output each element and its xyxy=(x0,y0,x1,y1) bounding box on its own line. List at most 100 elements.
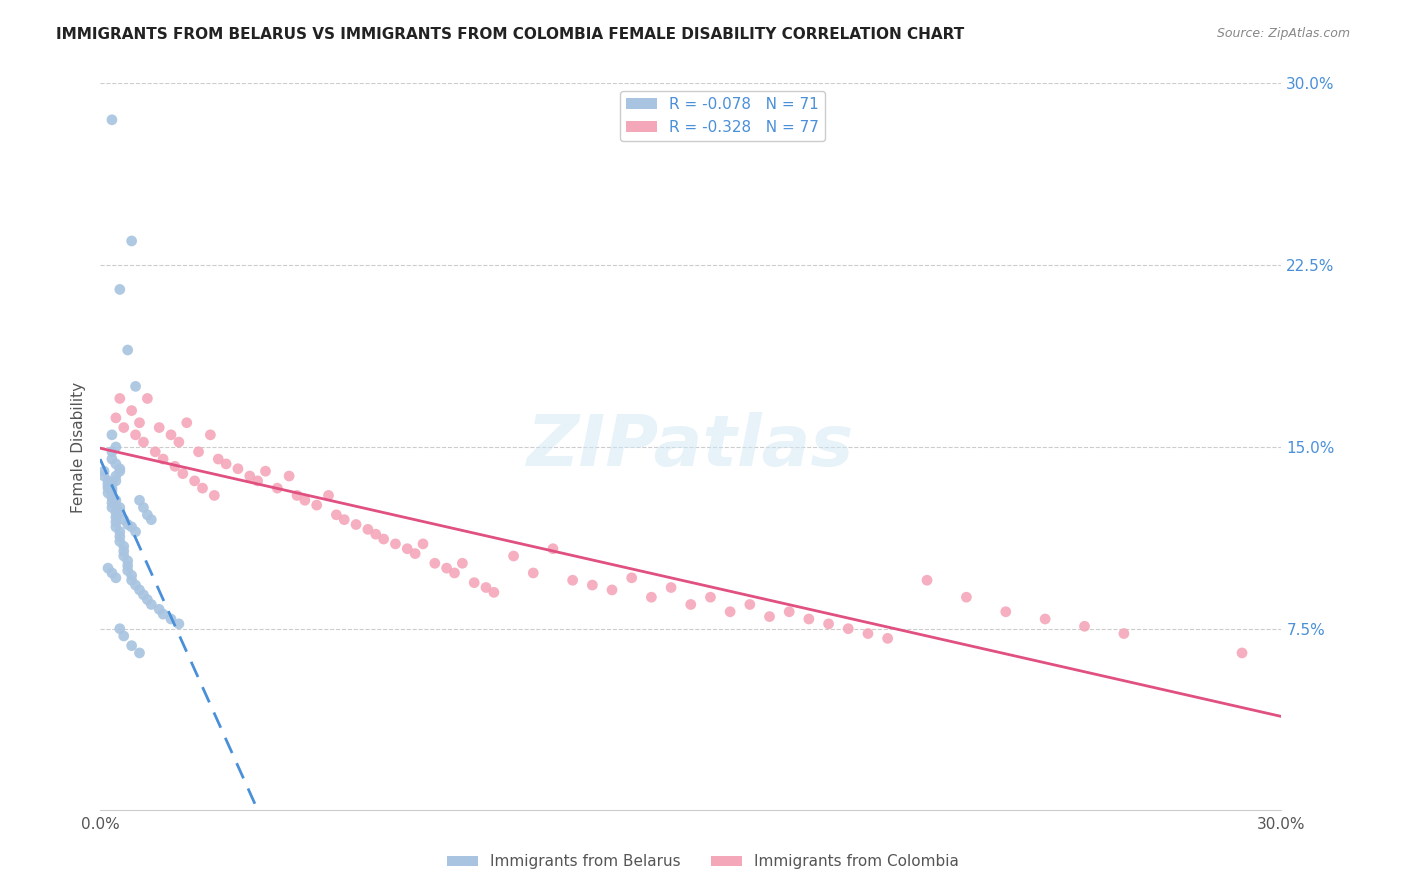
Point xyxy=(121,639,143,653)
Point xyxy=(254,464,277,478)
Point xyxy=(620,571,643,585)
Point xyxy=(226,462,249,476)
Point xyxy=(117,517,139,532)
Point xyxy=(121,568,143,582)
Point xyxy=(128,646,150,660)
Point xyxy=(108,505,131,519)
Legend: R = -0.078   N = 71, R = -0.328   N = 77: R = -0.078 N = 71, R = -0.328 N = 77 xyxy=(620,91,825,141)
Point xyxy=(101,444,124,458)
Point xyxy=(132,500,155,515)
Point xyxy=(738,598,761,612)
Point xyxy=(187,444,209,458)
Point xyxy=(104,474,127,488)
Point xyxy=(97,476,120,491)
Point xyxy=(463,575,485,590)
Point xyxy=(344,517,367,532)
Point xyxy=(1073,619,1095,633)
Point xyxy=(101,112,124,127)
Point xyxy=(112,539,135,553)
Point xyxy=(97,561,120,575)
Point xyxy=(152,607,174,622)
Point xyxy=(994,605,1017,619)
Point xyxy=(136,508,159,522)
Point xyxy=(561,573,583,587)
Point xyxy=(207,452,229,467)
Point xyxy=(108,282,131,296)
Point xyxy=(955,591,977,605)
Point xyxy=(104,498,127,512)
Point xyxy=(104,469,127,483)
Point xyxy=(112,420,135,434)
Point xyxy=(246,474,269,488)
Point xyxy=(160,427,183,442)
Point xyxy=(101,427,124,442)
Point xyxy=(285,488,308,502)
Point xyxy=(915,573,938,587)
Point xyxy=(97,479,120,493)
Legend: Immigrants from Belarus, Immigrants from Colombia: Immigrants from Belarus, Immigrants from… xyxy=(441,848,965,875)
Point xyxy=(121,403,143,417)
Point xyxy=(117,564,139,578)
Point xyxy=(101,566,124,580)
Text: IMMIGRANTS FROM BELARUS VS IMMIGRANTS FROM COLOMBIA FEMALE DISABILITY CORRELATIO: IMMIGRANTS FROM BELARUS VS IMMIGRANTS FR… xyxy=(56,27,965,42)
Point xyxy=(404,547,426,561)
Point xyxy=(101,488,124,502)
Point xyxy=(373,532,395,546)
Point xyxy=(136,592,159,607)
Point xyxy=(112,513,135,527)
Point xyxy=(364,527,387,541)
Text: ZIPatlas: ZIPatlas xyxy=(527,412,855,482)
Point xyxy=(172,467,194,481)
Point xyxy=(278,469,301,483)
Point xyxy=(475,581,498,595)
Point xyxy=(104,510,127,524)
Point xyxy=(581,578,603,592)
Point xyxy=(482,585,505,599)
Point xyxy=(396,541,419,556)
Point xyxy=(160,612,183,626)
Point xyxy=(699,591,721,605)
Point xyxy=(132,435,155,450)
Point xyxy=(97,481,120,495)
Point xyxy=(659,581,682,595)
Point xyxy=(778,605,800,619)
Point xyxy=(97,474,120,488)
Point xyxy=(104,515,127,529)
Point xyxy=(305,498,328,512)
Point xyxy=(718,605,741,619)
Point xyxy=(97,486,120,500)
Point xyxy=(436,561,458,575)
Point xyxy=(121,520,143,534)
Point xyxy=(93,464,115,478)
Point xyxy=(104,410,127,425)
Point xyxy=(101,476,124,491)
Point xyxy=(1033,612,1056,626)
Point xyxy=(325,508,347,522)
Point xyxy=(93,469,115,483)
Point xyxy=(124,379,146,393)
Point xyxy=(108,392,131,406)
Point xyxy=(1112,626,1135,640)
Point xyxy=(876,632,898,646)
Point xyxy=(294,493,316,508)
Point xyxy=(148,602,170,616)
Point xyxy=(148,420,170,434)
Point xyxy=(112,549,135,563)
Point xyxy=(443,566,465,580)
Point xyxy=(202,488,225,502)
Point xyxy=(124,578,146,592)
Point xyxy=(167,616,190,631)
Point xyxy=(318,488,340,502)
Point xyxy=(600,582,623,597)
Point xyxy=(541,541,564,556)
Point xyxy=(104,457,127,471)
Point xyxy=(108,524,131,539)
Point xyxy=(191,481,214,495)
Y-axis label: Female Disability: Female Disability xyxy=(72,382,86,513)
Point xyxy=(104,520,127,534)
Point xyxy=(200,427,222,442)
Point xyxy=(101,496,124,510)
Point xyxy=(108,530,131,544)
Point xyxy=(101,491,124,505)
Point xyxy=(239,469,262,483)
